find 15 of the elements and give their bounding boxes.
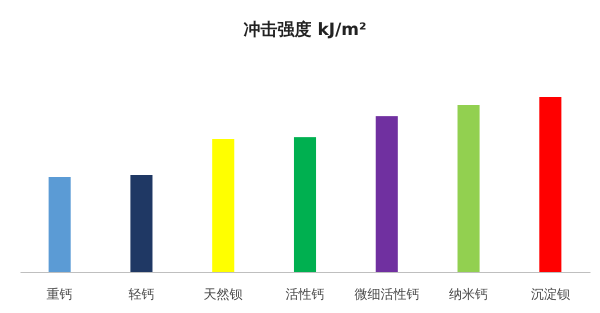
bar — [376, 116, 398, 272]
x-tick-label: 微细活性钙 — [354, 288, 420, 302]
x-tick-label: 重钙 — [46, 288, 73, 302]
bar — [130, 175, 152, 272]
bar — [48, 176, 71, 272]
x-tick-label: 沉淀钡 — [530, 288, 570, 302]
x-tick-label: 活性钙 — [286, 288, 324, 302]
x-tick-label: 轻钙 — [128, 288, 154, 302]
chart-title: 冲击强度 kJ/m² — [244, 20, 366, 40]
bar — [294, 137, 316, 272]
bar — [539, 97, 562, 272]
x-tick-label: 天然钡 — [204, 288, 243, 302]
bar — [458, 105, 480, 272]
x-tick-label: 纳米钙 — [449, 288, 488, 302]
bar — [212, 139, 234, 272]
